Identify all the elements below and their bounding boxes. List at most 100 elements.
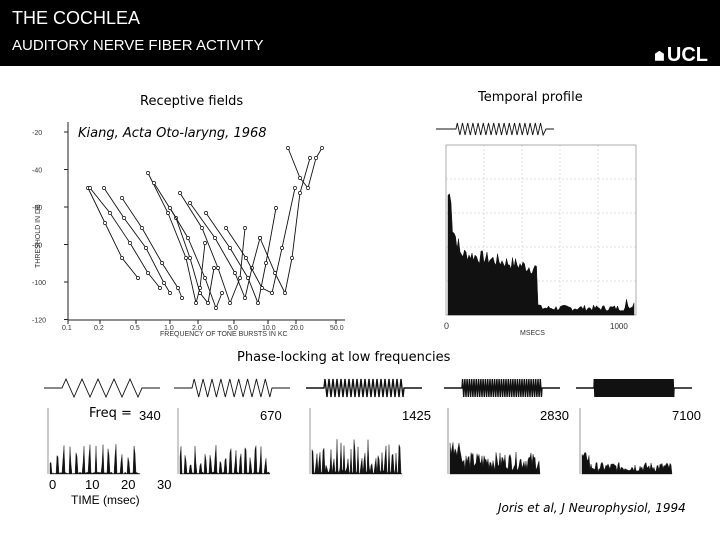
curve-point <box>168 291 172 295</box>
curve-point <box>306 186 310 190</box>
curve-point <box>298 191 302 195</box>
curve-point <box>160 261 164 265</box>
curve-point <box>194 301 198 305</box>
slide-header: THE COCHLEA AUDITORY NERVE FIBER ACTIVIT… <box>0 0 720 66</box>
x-tick-label: 0.1 <box>62 325 72 332</box>
curve-point <box>216 266 220 270</box>
x-tick-label: 0.5 <box>130 325 140 332</box>
curve-point <box>273 271 277 275</box>
curve-point <box>314 156 318 160</box>
curve-point <box>280 246 284 250</box>
curve-point <box>228 301 232 305</box>
curve-point <box>184 256 188 260</box>
tuning-curves <box>86 146 324 310</box>
joris-citation: Joris et al, J Neurophysiol, 1994 <box>498 501 686 515</box>
curve-point <box>274 206 278 210</box>
curve-point <box>188 201 192 205</box>
time-tick-group: 0 10 20 30 <box>49 477 171 492</box>
y-tick-group: -20 -40 -60 -80 -100 -120 <box>32 130 68 325</box>
y-tick-label: -60 <box>32 205 42 212</box>
stimulus-waveform <box>576 378 692 398</box>
curve-point <box>224 226 228 230</box>
curve-point <box>233 271 237 275</box>
x-tick-label: 2.0 <box>192 325 202 332</box>
crest-icon <box>654 50 664 61</box>
curve-point <box>243 296 247 300</box>
curve-point <box>122 216 126 220</box>
tp-x-unit: MSECS <box>520 330 545 337</box>
freq-label: 670 <box>260 408 282 423</box>
tuning-curve <box>179 192 246 305</box>
curve-point <box>203 241 207 245</box>
time-tick-label: 10 <box>85 477 99 492</box>
curve-point <box>88 186 92 190</box>
curve-point <box>146 271 150 275</box>
curve-point <box>102 186 106 190</box>
time-tick-label: 30 <box>157 477 171 492</box>
logo-text: UCL <box>666 44 708 66</box>
y-tick-label: -120 <box>32 318 46 325</box>
tuning-curve <box>147 172 206 304</box>
rf-xlabel: FREQUENCY OF TONE BURSTS IN KC <box>160 331 288 338</box>
period-histogram <box>581 451 673 475</box>
curve-point <box>212 266 216 270</box>
curve-point <box>283 291 287 295</box>
stimulus-waveform <box>436 122 554 137</box>
curve-point <box>136 276 140 280</box>
tone-burst-stimulus <box>436 122 554 137</box>
curve-point <box>180 296 184 300</box>
phase-panel: 670 <box>174 378 290 475</box>
curve-point <box>260 286 264 290</box>
temporal-profile-figure: 0 MSECS 1000 <box>436 122 637 337</box>
curve-point <box>103 221 107 225</box>
stimulus-waveform <box>44 377 160 399</box>
phase-panel: 2830 <box>444 378 569 475</box>
curve-point <box>244 256 248 260</box>
tuning-curve <box>189 202 261 300</box>
curve-point <box>214 306 218 310</box>
curve-point <box>162 281 166 285</box>
freq-prefix-label: Freq = <box>89 406 132 421</box>
curve-point <box>220 291 224 295</box>
curve-point <box>293 186 297 190</box>
ucl-logo: UCL <box>654 44 708 67</box>
curve-point <box>188 256 192 260</box>
phase-panel: 7100 <box>576 378 701 475</box>
curve-point <box>120 256 124 260</box>
stimulus-waveform <box>174 378 290 398</box>
curve-point <box>144 246 148 250</box>
curve-point <box>204 211 208 215</box>
phase-panel: 340 <box>44 377 161 475</box>
x-tick-label: 1.0 <box>164 325 174 332</box>
curve-point <box>203 276 207 280</box>
tuning-curve-figure: -20 -40 -60 -80 -100 -120 0.1 0.2 0.5 1.0 2.0 5.0 1… <box>32 122 345 338</box>
stimulus-waveform <box>444 378 560 398</box>
slide-title: THE COCHLEA <box>12 8 141 28</box>
curve-point <box>206 301 210 305</box>
curve-point <box>298 176 302 180</box>
curve-point <box>176 286 180 290</box>
tuning-curve <box>287 147 323 189</box>
curve-point <box>228 246 232 250</box>
tp-x-end: 1000 <box>610 322 628 331</box>
x-tick-label: 5.0 <box>228 325 238 332</box>
curve-point <box>286 146 290 150</box>
curve-point <box>108 211 112 215</box>
time-tick-label: 20 <box>121 477 135 492</box>
curve-point <box>128 241 132 245</box>
x-tick-group: 0.1 0.2 0.5 1.0 2.0 5.0 10.0 20.0 50.0 <box>62 320 344 332</box>
curve-point <box>168 206 172 210</box>
curve-point <box>270 291 274 295</box>
phase-locking-heading: Phase-locking at low frequencies <box>237 350 451 365</box>
tp-x-start: 0 <box>444 321 449 331</box>
curve-point <box>200 226 204 230</box>
stimulus-waveform <box>306 378 422 398</box>
y-tick-label: -40 <box>32 168 42 175</box>
curve-point <box>186 236 190 240</box>
freq-label: 7100 <box>672 408 701 423</box>
y-tick-label: -100 <box>32 280 46 287</box>
temporal-profile-heading: Temporal profile <box>478 90 583 105</box>
x-tick-label: 20.0 <box>290 325 304 332</box>
curve-point <box>166 211 170 215</box>
time-axis-label: TIME (msec) <box>71 493 140 507</box>
